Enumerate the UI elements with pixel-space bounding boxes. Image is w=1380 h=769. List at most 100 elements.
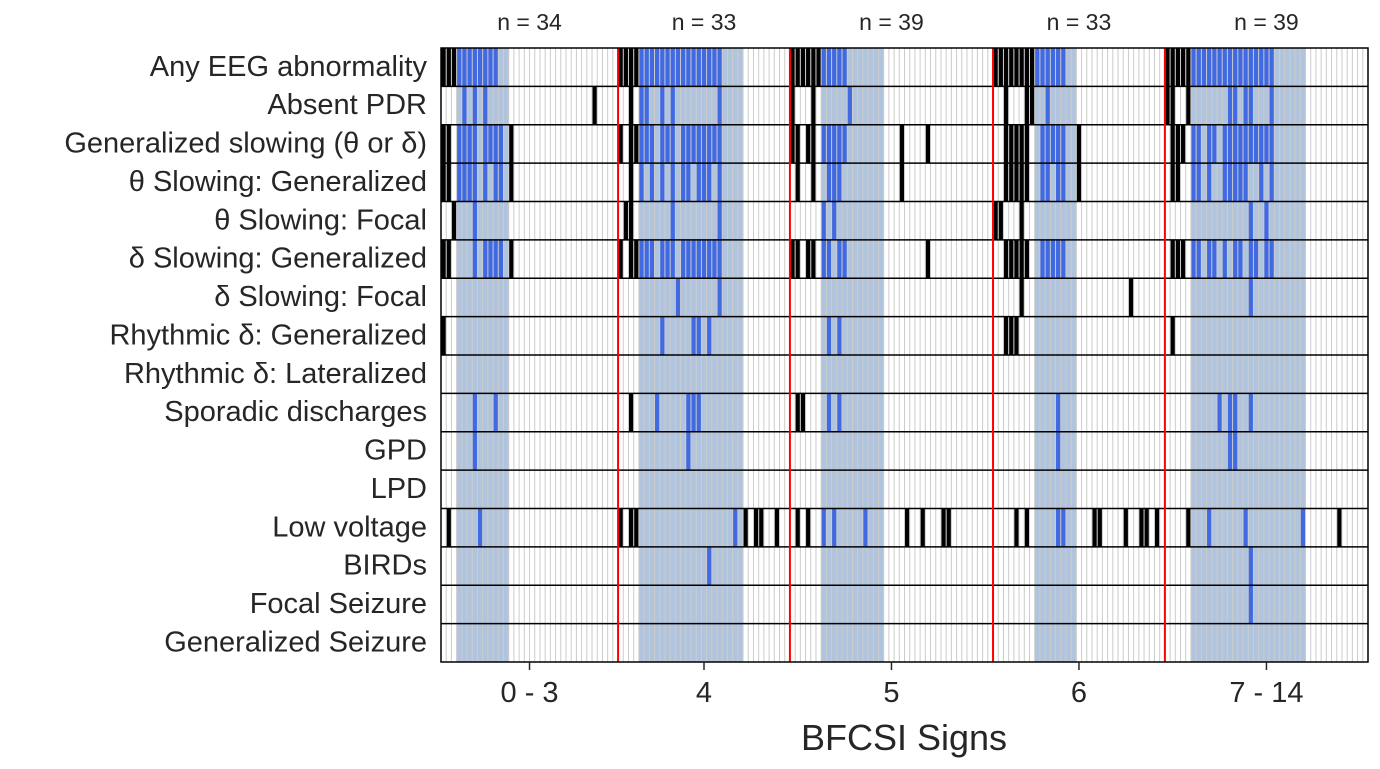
x-ticks: 0 - 3 4 5 6 7 - 14: [501, 662, 1304, 709]
cell-marked: [811, 86, 816, 125]
cell-marked-subset: [649, 124, 655, 164]
x-tick-label: 7 - 14: [1229, 677, 1303, 709]
cell-marked-subset: [670, 201, 675, 240]
cell-marked: [774, 508, 780, 547]
row-label: Sporadic discharges: [164, 396, 427, 428]
cell-marked-subset: [681, 239, 686, 279]
row-label: δ Slowing: Generalized: [129, 243, 427, 275]
cell-marked: [811, 239, 816, 279]
cell-marked: [806, 48, 811, 87]
cell-marked-subset: [1222, 163, 1227, 202]
cell-marked-subset: [467, 163, 472, 202]
cell-marked-subset: [472, 86, 477, 125]
cell-marked: [1154, 508, 1160, 547]
cell-marked-subset: [1212, 48, 1217, 87]
cell-marked-subset: [686, 124, 691, 164]
cell-marked-subset: [1269, 124, 1274, 164]
cell-marked-subset: [1196, 239, 1201, 279]
cell-marked: [1029, 48, 1035, 87]
cell-marked-subset: [1243, 163, 1248, 202]
cell-marked-subset: [717, 163, 722, 202]
cell-marked-subset: [493, 163, 498, 202]
cell-marked-subset: [863, 508, 868, 547]
cell-marked: [1003, 124, 1009, 164]
cell-marked-subset: [472, 393, 477, 432]
cell-marked-subset: [1196, 163, 1201, 202]
cell-marked-subset: [1227, 124, 1233, 164]
row-dividers: [441, 85, 1368, 625]
cell-marked: [1024, 48, 1029, 87]
cell-marked-subset: [1191, 48, 1196, 87]
cell-marked-subset: [1217, 48, 1222, 87]
cell-marked-subset: [686, 163, 691, 202]
cell-marked: [634, 48, 639, 87]
group-n-label: n = 39: [859, 9, 924, 35]
cell-marked-subset: [472, 431, 477, 471]
cell-marked-subset: [1243, 86, 1248, 125]
cell-marked: [1019, 278, 1024, 317]
cell-marked-subset: [477, 48, 483, 87]
cell-marked-subset: [649, 239, 655, 279]
cell-marked-subset: [1056, 239, 1061, 279]
cell-marked-subset: [639, 239, 644, 279]
cell-marked: [1014, 316, 1019, 355]
cell-marked-subset: [1238, 239, 1243, 279]
cell-marked-subset: [483, 86, 488, 125]
cell-marked-subset: [457, 163, 462, 202]
cell-marked: [795, 163, 800, 202]
cell-marked-subset: [472, 48, 477, 87]
cell-marked: [1019, 48, 1024, 87]
cell-marked-subset: [1233, 86, 1238, 125]
cell-marked: [806, 124, 811, 164]
cell-marked: [998, 48, 1003, 87]
cell-marked: [1024, 508, 1029, 547]
cell-marked-subset: [1248, 239, 1253, 279]
cell-marked-subset: [696, 239, 701, 279]
cell-marked-subset: [1259, 163, 1264, 202]
cell-marked-subset: [665, 124, 670, 164]
cell-marked-subset: [837, 163, 842, 202]
cell-marked: [618, 508, 623, 547]
cell-marked-subset: [733, 508, 738, 547]
cell-marked-subset: [665, 48, 670, 87]
cell-marked-subset: [483, 239, 488, 279]
row-label: Focal Seizure: [250, 588, 427, 620]
cell-marked: [759, 508, 764, 547]
cell-marked-subset: [717, 201, 722, 240]
cell-marked-subset: [1300, 508, 1306, 547]
cell-marked: [446, 124, 451, 164]
cell-marked: [634, 239, 639, 279]
cell-marked: [925, 124, 931, 164]
row-label: Rhythmic δ: Lateralized: [124, 358, 427, 390]
cell-marked-subset: [462, 124, 467, 164]
cell-marked-subset: [1264, 48, 1269, 87]
cell-marked-subset: [707, 239, 712, 279]
cell-marked: [1175, 48, 1181, 87]
cell-marked-subset: [498, 163, 503, 202]
cell-marked-subset: [701, 239, 707, 279]
cell-marked: [795, 124, 800, 164]
cell-marked-subset: [1269, 86, 1274, 125]
cell-marked-subset: [847, 86, 852, 125]
cell-marked: [1003, 316, 1009, 355]
cell-marked-subset: [649, 48, 655, 87]
cell-marked: [1170, 239, 1175, 279]
cell-marked-subset: [1248, 86, 1253, 125]
cell-marked-subset: [675, 278, 681, 317]
cell-marked: [811, 163, 816, 202]
cell-marked-subset: [493, 124, 498, 164]
cell-marked-subset: [712, 48, 717, 87]
cell-marked-subset: [1233, 163, 1238, 202]
cell-marked-subset: [493, 48, 498, 87]
cell-marked-subset: [1056, 124, 1061, 164]
cell-marked-subset: [1045, 239, 1050, 279]
cell-marked-subset: [660, 163, 665, 202]
cell-marked: [1144, 508, 1149, 547]
cell-marked-subset: [717, 278, 722, 317]
cell-marked-subset: [1207, 239, 1212, 279]
cell-marked-subset: [1040, 163, 1045, 202]
cell-marked: [1019, 124, 1024, 164]
row-label: δ Slowing: Focal: [214, 281, 427, 313]
cell-marked-subset: [707, 316, 712, 355]
cell-marked-subset: [1045, 48, 1050, 87]
